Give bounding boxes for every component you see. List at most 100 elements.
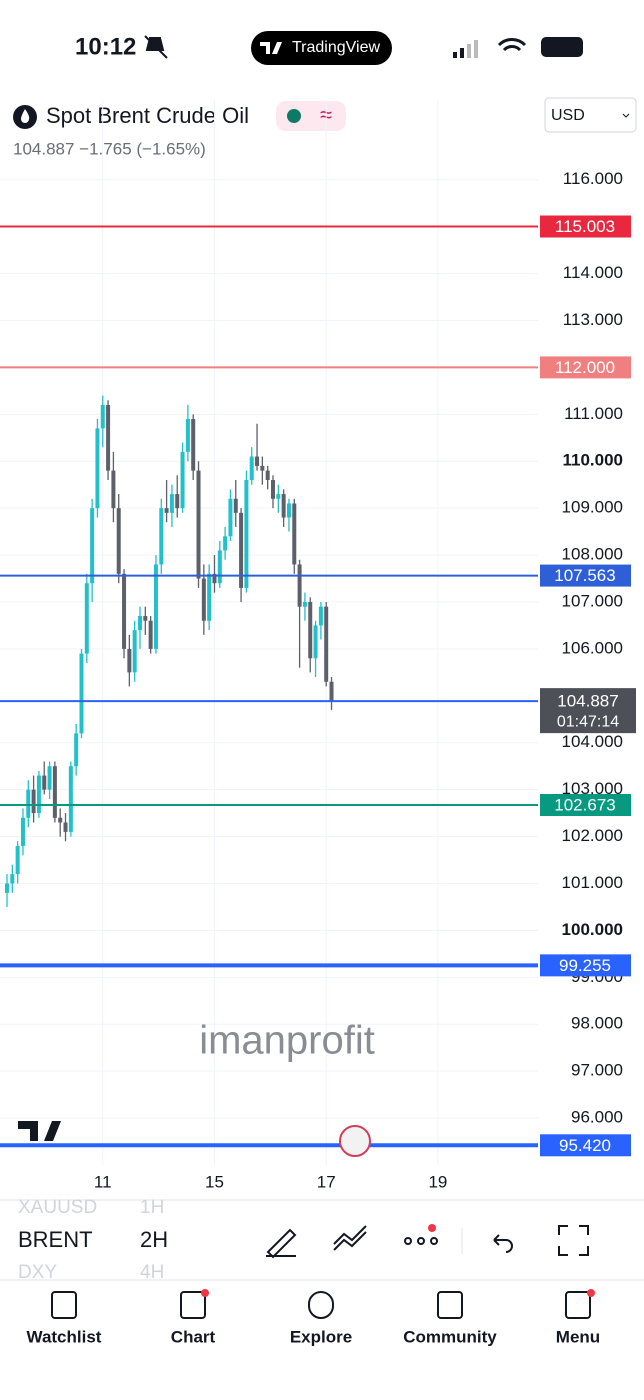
y-tick-label: 106.000 [562, 638, 623, 657]
nav-icon[interactable] [308, 1291, 334, 1319]
y-tick-label: 97.000 [571, 1061, 623, 1080]
candle-body [201, 578, 206, 621]
nav-label[interactable]: Watchlist [27, 1327, 102, 1346]
candle-body [164, 508, 169, 513]
candle-body [313, 625, 318, 659]
nav-icon[interactable] [565, 1291, 591, 1319]
symbol-name[interactable]: Spot Brent Crude Oil [46, 103, 249, 128]
candle-body [5, 883, 9, 893]
app-pill [251, 31, 392, 65]
candle-body [292, 503, 297, 565]
candle-body [271, 480, 275, 499]
y-tick-label: 107.000 [562, 591, 623, 610]
candle-body [276, 494, 281, 499]
interval-option[interactable]: 4H [140, 1262, 164, 1283]
candle-body [84, 583, 89, 654]
candle-body [36, 775, 41, 814]
badge [428, 1224, 436, 1232]
battery [541, 37, 583, 57]
fullscreen[interactable] [558, 1225, 589, 1256]
status-pill[interactable] [276, 101, 346, 131]
candle-body [308, 601, 313, 659]
symbol-option[interactable]: XAUUSD [18, 1197, 97, 1218]
level-label-box [540, 356, 631, 379]
level-label: 115.003 [555, 217, 615, 236]
y-tick-label: 100.000 [562, 920, 623, 939]
candle-body [185, 419, 190, 452]
candle-body [265, 470, 270, 481]
candle-body [329, 681, 334, 702]
candle-body [175, 494, 180, 509]
level-label: 107.563 [554, 566, 615, 585]
bell-icon [144, 35, 168, 59]
candle-body [217, 550, 222, 584]
event-flag[interactable] [339, 1125, 371, 1157]
quote: 104.887 −1.765 (−1.65%) [13, 139, 206, 158]
currency: USD [551, 107, 585, 124]
y-tick-label: 111.000 [564, 404, 623, 423]
more-tool[interactable] [404, 1237, 438, 1245]
candle-body [63, 822, 68, 832]
candle-body [297, 564, 302, 607]
x-tick-label: 17 [317, 1172, 336, 1191]
candle-body [286, 503, 291, 518]
candle-body [302, 601, 307, 607]
currency-select[interactable] [544, 97, 637, 133]
tv-logo [260, 42, 282, 54]
symbol-option[interactable]: BRENT [18, 1227, 93, 1252]
nav-label[interactable]: Explore [290, 1327, 352, 1346]
candle-body [207, 573, 212, 621]
candle-body [138, 616, 142, 631]
y-tick-label: 110.000 [562, 451, 623, 470]
candle-body [52, 766, 57, 818]
nav-label[interactable]: Chart [171, 1327, 216, 1346]
watermark: imanprofit [199, 1019, 375, 1063]
candle-body [255, 456, 260, 466]
level-label-box [540, 1134, 631, 1157]
y-tick-label: 104.000 [562, 732, 623, 751]
candle-body [106, 404, 111, 471]
nav-icon[interactable] [51, 1291, 77, 1319]
candle-body [58, 817, 63, 823]
level-label: 95.420 [559, 1136, 611, 1155]
candle-body [244, 480, 249, 588]
y-tick-label: 98.000 [571, 1014, 623, 1033]
countdown: 01:47:14 [557, 713, 619, 730]
symbol-option[interactable]: DXY [18, 1262, 57, 1283]
undo[interactable] [493, 1234, 513, 1253]
nav-label[interactable]: Community [403, 1327, 497, 1346]
candle-body [15, 845, 20, 875]
candle-body [196, 470, 201, 579]
x-tick-label: 19 [428, 1172, 447, 1191]
candle-body [223, 536, 228, 551]
candle-body [143, 616, 148, 621]
candle-body [122, 573, 127, 649]
candle-body [153, 564, 158, 649]
y-tick-label: 116.000 [563, 169, 623, 188]
candle-body [233, 498, 238, 513]
nav-badge [587, 1289, 595, 1297]
nav-label[interactable]: Menu [556, 1327, 600, 1346]
interval-option[interactable]: 1H [140, 1197, 164, 1218]
tv-watermark [18, 1121, 61, 1141]
indicator-tool[interactable] [333, 1225, 367, 1251]
toolbar: XAUUSD 1H BRENT 2H DXY 4H [18, 1197, 168, 1283]
candle-body [95, 428, 100, 509]
x-tick-label: 15 [205, 1172, 224, 1191]
level-label: 112.000 [555, 358, 615, 377]
draw-tool[interactable] [266, 1228, 297, 1259]
level-label: 99.255 [559, 956, 611, 975]
candle-body [239, 512, 244, 588]
nav-icon[interactable] [180, 1291, 206, 1319]
drop [21, 109, 30, 123]
y-tick-label: 113.000 [563, 310, 623, 329]
market-dot [287, 109, 301, 123]
y-tick-label: 101.000 [562, 873, 623, 892]
interval-option[interactable]: 2H [140, 1227, 168, 1252]
y-tick-label: 109.000 [562, 498, 623, 517]
y-tick-label: 114.000 [563, 263, 623, 282]
candle-body [132, 630, 137, 673]
app-name: TradingView [292, 39, 380, 56]
nav-icon[interactable] [437, 1291, 463, 1319]
candle-body [281, 494, 286, 518]
